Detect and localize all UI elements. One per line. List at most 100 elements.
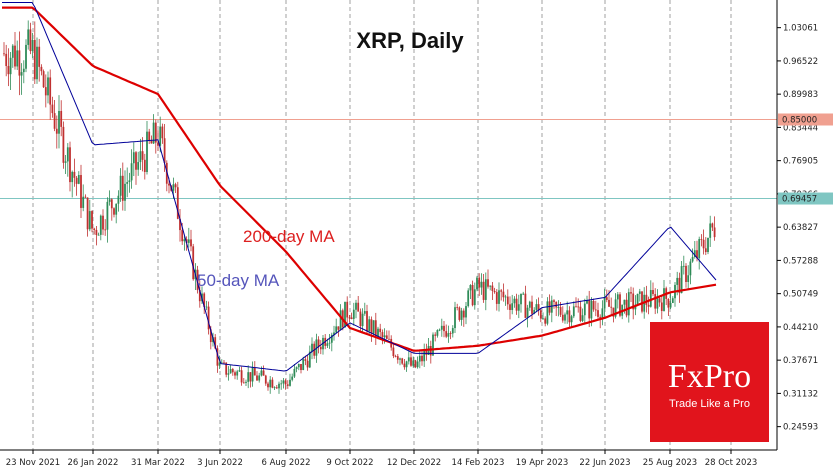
candle-body [245, 381, 247, 383]
x-tick-label-2: 31 Mar 2022 [131, 458, 185, 468]
candle-body [238, 370, 241, 372]
candle-body [203, 293, 206, 307]
candle-body [531, 301, 533, 314]
y-tick-label-3: 0.83444 [783, 123, 818, 133]
candle-body [214, 337, 217, 349]
candle-body [704, 248, 707, 253]
candle-body [619, 294, 621, 316]
candle-body [95, 229, 98, 235]
candle-body [55, 128, 58, 134]
candle-body [333, 332, 335, 335]
y-tick-label-4: 0.76905 [783, 157, 818, 167]
candle-body [128, 180, 131, 183]
candle-body [249, 372, 252, 382]
candle-body [689, 261, 692, 276]
candle-body [77, 175, 80, 184]
candle-body [302, 359, 305, 370]
candle-body [207, 306, 210, 330]
candle-body [121, 175, 124, 201]
candle-body [293, 368, 296, 377]
candle-body [575, 306, 577, 308]
candle-body [515, 298, 518, 311]
candle-body [489, 285, 492, 287]
candle-body [247, 372, 250, 382]
candle-body [289, 379, 291, 386]
candle-body [605, 297, 608, 300]
level-label-box-1 [778, 192, 833, 205]
candle-body [601, 308, 604, 320]
candle-body [443, 325, 445, 332]
candle-body [504, 296, 507, 298]
candle-body [350, 317, 353, 319]
candle-body [462, 310, 465, 318]
candle-body [66, 147, 69, 162]
candle-body [51, 104, 54, 114]
candle-body [278, 383, 280, 389]
x-tick-label-0: 23 Nov 2021 [6, 458, 60, 468]
candle-body [671, 298, 674, 303]
candle-body [583, 303, 586, 316]
candle-body [680, 266, 683, 294]
logo-tagline: Trade Like a Pro [669, 398, 750, 410]
candle-body [273, 387, 276, 389]
candle-body [161, 126, 164, 139]
candle-body [269, 379, 272, 388]
candle-body [663, 288, 665, 311]
candle-body [405, 361, 408, 368]
candle-body [75, 177, 78, 184]
candle-body [300, 363, 302, 370]
candle-body [597, 310, 599, 317]
candle-body [154, 122, 157, 143]
candle-body [262, 370, 265, 376]
candle-body [231, 369, 234, 373]
candle-body [425, 350, 428, 355]
candle-body [493, 290, 496, 293]
candle-body [280, 383, 283, 385]
candle-body [647, 304, 650, 307]
candle-body [282, 380, 285, 384]
candle-body [616, 294, 619, 300]
annotation-50-day-ma: 50-day MA [197, 271, 280, 290]
candle-body [80, 175, 82, 208]
candle-body [31, 39, 34, 52]
candle-body [559, 307, 562, 315]
candle-body [242, 382, 245, 384]
candle-body [337, 326, 340, 330]
candle-body [355, 302, 357, 310]
candle-body [638, 291, 641, 294]
candle-body [385, 335, 388, 339]
candle-body [570, 316, 573, 323]
candle-body [317, 339, 320, 347]
candle-body [374, 320, 377, 337]
candle-body [187, 239, 190, 243]
candle-body [82, 196, 85, 208]
candle-body [696, 250, 698, 259]
candle-body [388, 338, 390, 340]
x-tick-label-10: 25 Aug 2023 [643, 458, 697, 468]
candle-body [449, 333, 452, 334]
candle-body [216, 348, 219, 366]
candle-body [636, 293, 639, 305]
candle-body [610, 306, 613, 308]
candle-body [656, 298, 659, 309]
candle-body [685, 265, 687, 282]
candle-body [630, 292, 632, 294]
candle-body [291, 376, 294, 380]
candle-body [487, 279, 489, 287]
candle-body [132, 152, 135, 164]
candle-body [561, 314, 564, 321]
candle-body [403, 363, 406, 368]
candle-body [11, 45, 14, 58]
candle-body [594, 309, 597, 311]
candle-body [126, 182, 129, 184]
candle-body [555, 301, 558, 308]
candle-body [702, 239, 705, 249]
candle-body [174, 184, 177, 188]
candle-body [522, 293, 525, 295]
candle-body [267, 383, 269, 388]
candle-body [93, 228, 96, 230]
candle-body [678, 277, 681, 294]
candle-body [152, 122, 155, 144]
candle-body [240, 370, 243, 383]
